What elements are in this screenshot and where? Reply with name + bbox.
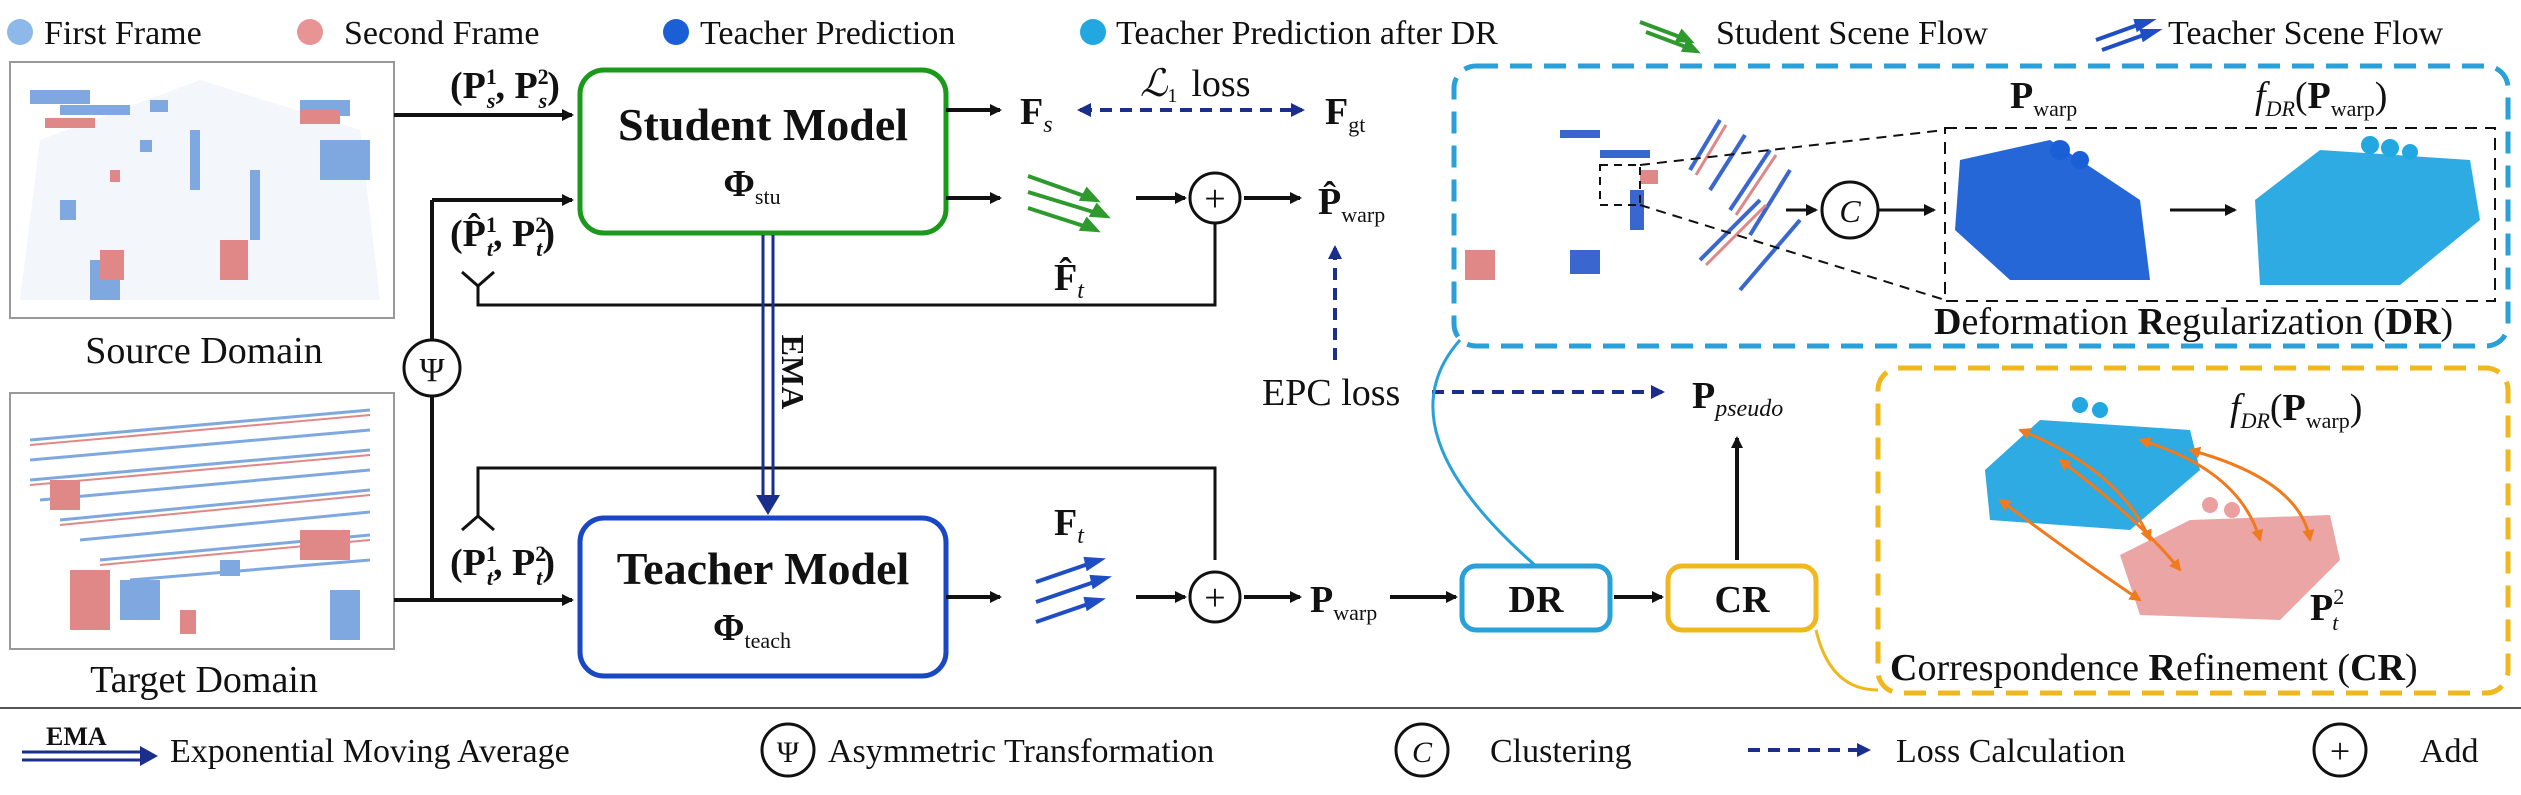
teacher-phi-sub: teach [745, 628, 791, 653]
teacher-pred-swatch [663, 19, 689, 45]
svg-text:(P1s, P2s): (P1 s, P2 s) [450, 64, 560, 113]
first-frame-swatch [7, 19, 33, 45]
teacher-model-title: Teacher Model [617, 543, 910, 594]
svg-text:Φstu: Φstu [723, 163, 780, 209]
svg-text:C: C [1412, 736, 1433, 769]
teacher-input-label: (P1 t, P2 t) [450, 541, 555, 590]
l1-loss-label: ℒ1 loss [1140, 63, 1251, 107]
ema-arrow: EMA [756, 235, 811, 515]
dr-pwarp-label: Pwarp [2010, 75, 2077, 121]
cr-panel: fDR(Pwarp) P2 t Correspondence Refinement… [1875, 365, 2511, 696]
legend-first-frame: First Frame [44, 15, 202, 52]
legend-student-flow: Student Scene Flow [1716, 15, 1988, 52]
svg-text:+: + [2330, 731, 2350, 771]
cr-pt2-label: P2 t [2310, 584, 2344, 635]
student-model-box: Student Model Φstu [577, 67, 949, 236]
svg-text:+: + [1204, 178, 1225, 220]
legend-psi-text: Asymmetric Transformation [828, 733, 1214, 770]
p-warp-hat-label: P̂warp [1318, 181, 1385, 227]
teacher-pred-car [1955, 140, 2150, 280]
legend-psi-icon: Ψ [760, 722, 816, 778]
svg-text:EMA: EMA [46, 722, 107, 751]
svg-text:(P̂1t, P2t): (P̂1 t, P2 t) [450, 212, 555, 261]
student-flow-arrows [1027, 174, 1111, 233]
dr-panel-caption: Deformation Regularization (DR) [1934, 301, 2453, 343]
legend-add-text: Add [2420, 733, 2479, 770]
clustering-node: C [1820, 180, 1880, 240]
legend-second-frame: Second Frame [344, 15, 539, 52]
psi-symbol: Ψ [419, 352, 444, 389]
dr-link-curve [1431, 339, 1537, 568]
p-warp-label: Pwarp [1310, 579, 1377, 625]
legend-teacher-flow: Teacher Scene Flow [2168, 15, 2444, 52]
dr-panel: C Pwarp fDR(Pwarp) Deformation Regulariz… [1451, 63, 2511, 349]
split-connectors [461, 223, 1217, 560]
cr-module: CR [1665, 563, 1819, 633]
legend-ema-text: Exponential Moving Average [170, 733, 570, 770]
correspondence-arrows [1998, 428, 2315, 602]
teacher-phi: Φ [713, 607, 745, 649]
source-domain-image [9, 61, 395, 319]
epc-loss-label: EPC loss [1262, 372, 1400, 414]
student-flow-icon [1639, 20, 1701, 54]
psi-node: Ψ [402, 338, 462, 398]
top-legend: First Frame Second Frame Teacher Predict… [7, 15, 2444, 54]
fgt-label: Fgt [1325, 91, 1365, 137]
svg-text:(P1t, P2t): (P1 t, P2 t) [450, 541, 555, 590]
legend-cluster-icon: C [1394, 722, 1450, 778]
student-model-title: Student Model [618, 99, 908, 150]
teacher-flow-icon [2095, 19, 2163, 52]
cr-target-car [2120, 497, 2340, 620]
legend-teacher-prediction: Teacher Prediction [700, 15, 955, 52]
fs-label: Fs [1020, 91, 1053, 138]
legend-cluster-text: Clustering [1490, 733, 1632, 770]
target-domain-image [9, 392, 395, 650]
target-domain-label: Target Domain [90, 659, 318, 701]
legend-teacher-prediction-dr: Teacher Prediction after DR [1116, 15, 1498, 52]
teacher-pred-dr-swatch [1080, 19, 1106, 45]
student-phi: Φ [723, 163, 755, 205]
student-output-arrows [946, 104, 1302, 204]
bottom-legend: EMA Exponential Moving Average Ψ Asymmet… [22, 722, 2479, 778]
teacher-pred-dr-car [2255, 136, 2480, 285]
teacher-hat-input-label: (P̂1 t, P2 t) [450, 212, 555, 261]
svg-text:+: + [1204, 577, 1225, 619]
teacher-flow-arrows [1035, 556, 1112, 624]
source-domain-label: Source Domain [85, 330, 322, 372]
ft-label: Ft [1054, 502, 1085, 549]
student-input-label: (P1 s, P2 s) [450, 64, 560, 113]
legend-loss-text: Loss Calculation [1896, 733, 2125, 770]
svg-text:C: C [1839, 193, 1861, 229]
cr-fdr-label: fDR(Pwarp) [2230, 387, 2362, 433]
cr-dr-car [1985, 397, 2200, 530]
teacher-model-box: Teacher Model Φteach [577, 515, 949, 679]
ft-hat-label: F̂t [1054, 257, 1085, 304]
svg-text:Φteach: Φteach [713, 607, 791, 653]
ema-label: EMA [775, 335, 811, 410]
second-frame-swatch [297, 19, 323, 45]
plus-node-teacher: + [1188, 570, 1242, 624]
p-pseudo-label: Ppseudo [1692, 375, 1783, 422]
legend-add-icon: + [2312, 722, 2368, 778]
input-connectors [394, 109, 574, 606]
dr-module: DR [1459, 563, 1613, 633]
dr-fdr-label: fDR(Pwarp) [2255, 75, 2387, 121]
cr-panel-caption: Correspondence Refinement (CR) [1890, 647, 2418, 689]
svg-text:Ψ: Ψ [777, 736, 800, 769]
student-phi-sub: stu [755, 184, 781, 209]
svg-text:CR: CR [1715, 579, 1770, 621]
cr-link-curve [1814, 629, 1879, 692]
legend-ema-icon: EMA [22, 722, 158, 766]
plus-node-student: + [1188, 171, 1242, 225]
teacher-output-arrows [946, 436, 1743, 603]
svg-text:DR: DR [1509, 579, 1564, 621]
